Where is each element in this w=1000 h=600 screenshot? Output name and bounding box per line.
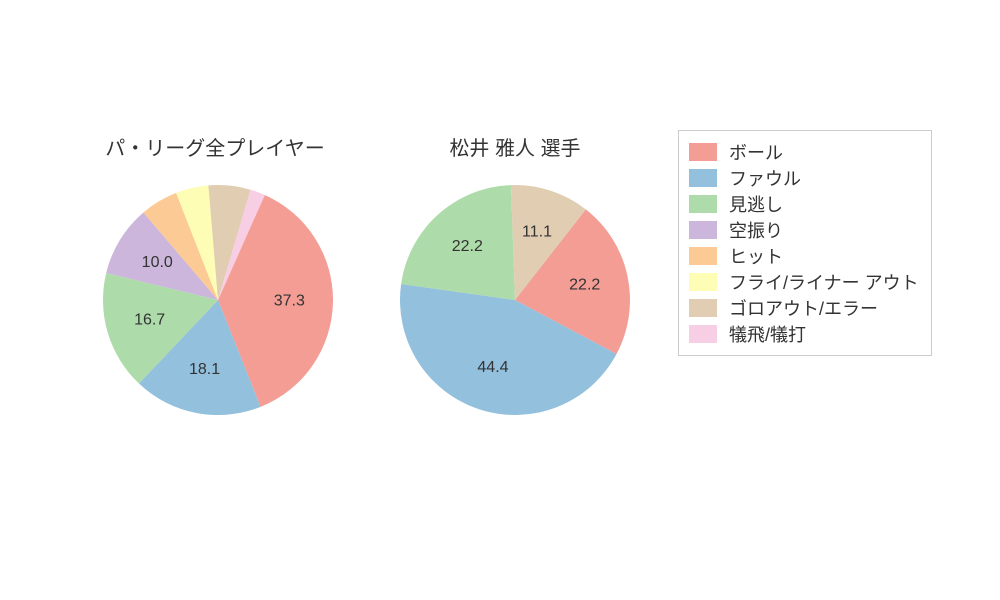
- legend-label-hit: ヒット: [729, 243, 783, 269]
- legend-label-ball: ボール: [729, 139, 783, 165]
- pie-slice-label-ball: 22.2: [569, 276, 600, 293]
- legend-label-fly_out: フライ/ライナー アウト: [729, 269, 919, 295]
- pie-slice-label-swing: 10.0: [142, 254, 173, 271]
- legend-label-foul: ファウル: [729, 165, 801, 191]
- pie-slice-label-foul: 44.4: [477, 359, 508, 376]
- legend-item-sac: 犠飛/犠打: [689, 321, 919, 347]
- pie-slice-label-called: 22.2: [452, 238, 483, 255]
- pie-slice-label-ball: 37.3: [274, 293, 305, 310]
- pie-slice-label-foul: 18.1: [189, 361, 220, 378]
- legend-label-swing: 空振り: [729, 217, 783, 243]
- legend-swatch-ground: [689, 299, 717, 317]
- legend-label-called: 見逃し: [729, 191, 783, 217]
- legend-swatch-ball: [689, 143, 717, 161]
- legend-label-ground: ゴロアウト/エラー: [729, 295, 878, 321]
- pie-slice-label-ground: 11.1: [522, 223, 552, 240]
- legend-swatch-swing: [689, 221, 717, 239]
- legend-item-hit: ヒット: [689, 243, 919, 269]
- legend-label-sac: 犠飛/犠打: [729, 321, 806, 347]
- legend-swatch-hit: [689, 247, 717, 265]
- pie-slice-label-called: 16.7: [134, 311, 165, 328]
- legend-item-ground: ゴロアウト/エラー: [689, 295, 919, 321]
- pie-chart-league: 37.3 18.1 16.7 10.0: [103, 185, 333, 415]
- chart-stage: パ・リーグ全プレイヤー 37.3 18.1 16.7 10.0 松井 雅人 選手 22.2 4…: [0, 0, 1000, 600]
- pie-chart-player: 22.2 44.4 22.2 11.1: [400, 185, 630, 415]
- legend-item-swing: 空振り: [689, 217, 919, 243]
- chart-title-league: パ・リーグ全プレイヤー: [105, 132, 324, 161]
- legend-item-fly_out: フライ/ライナー アウト: [689, 269, 919, 295]
- legend-item-called: 見逃し: [689, 191, 919, 217]
- legend-swatch-fly_out: [689, 273, 717, 291]
- legend-item-ball: ボール: [689, 139, 919, 165]
- legend: ボールファウル見逃し空振りヒットフライ/ライナー アウトゴロアウト/エラー犠飛/…: [678, 130, 932, 356]
- chart-title-player: 松井 雅人 選手: [449, 132, 580, 161]
- legend-swatch-called: [689, 195, 717, 213]
- legend-item-foul: ファウル: [689, 165, 919, 191]
- legend-swatch-sac: [689, 325, 717, 343]
- legend-swatch-foul: [689, 169, 717, 187]
